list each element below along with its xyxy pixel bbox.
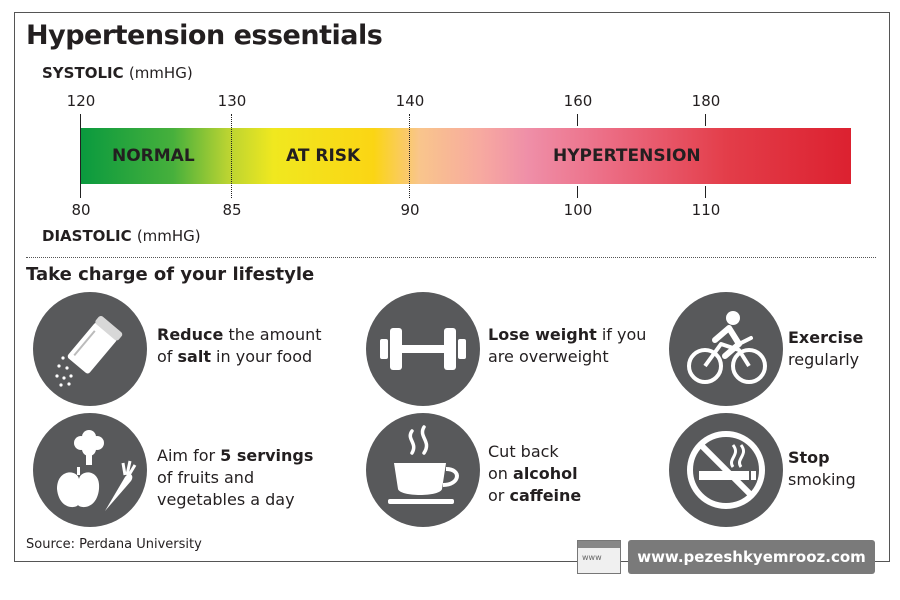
tick-mark-180 xyxy=(705,114,706,126)
tip-fruits-vegetables: Aim for 5 servings of fruits and vegetable… xyxy=(157,446,314,509)
tip-reduce-salt: Reduce the amount of salt in your food xyxy=(157,325,322,366)
tip-cut-back: Cut back on alcohol or caffeine xyxy=(488,442,582,505)
risk-hypertension-divider xyxy=(409,114,410,198)
normal-risk-divider xyxy=(231,114,232,198)
lifestyle-heading: Take charge of your lifestyle xyxy=(26,264,315,285)
salt-shaker-icon xyxy=(33,292,147,406)
tick-mark-100 xyxy=(577,186,578,198)
blood-pressure-gradient-bar xyxy=(81,128,851,184)
cyclist-icon xyxy=(669,292,783,406)
fruits-vegetables-icon xyxy=(33,413,147,527)
website-icon-text: www xyxy=(582,553,602,562)
systolic-tick-180: 180 xyxy=(691,92,721,110)
scale-start-line xyxy=(80,114,81,198)
diastolic-tick-110: 110 xyxy=(691,201,721,219)
diastolic-tick-100: 100 xyxy=(563,201,593,219)
coffee-cup-icon xyxy=(366,413,480,527)
tick-mark-110 xyxy=(705,186,706,198)
systolic-label: SYSTOLIC (mmHG) xyxy=(42,64,193,82)
section-divider xyxy=(26,257,876,258)
zone-at-risk: AT RISK xyxy=(286,146,361,166)
diastolic-tick-90: 90 xyxy=(400,201,420,219)
systolic-tick-140: 140 xyxy=(395,92,425,110)
dumbbell-icon xyxy=(366,292,480,406)
tip-stop-smoking: Stop smoking xyxy=(788,448,856,489)
website-icon: www xyxy=(577,540,621,574)
diastolic-tick-85: 85 xyxy=(222,201,242,219)
watermark-url[interactable]: www.pezeshkyemrooz.com xyxy=(628,540,875,574)
systolic-tick-160: 160 xyxy=(563,92,593,110)
diastolic-tick-80: 80 xyxy=(71,201,91,219)
no-smoking-icon xyxy=(669,413,783,527)
systolic-tick-130: 130 xyxy=(217,92,247,110)
systolic-tick-120: 120 xyxy=(66,92,96,110)
diastolic-label: DIASTOLIC (mmHG) xyxy=(42,227,201,245)
page-title: Hypertension essentials xyxy=(26,20,383,51)
tip-lose-weight: Lose weight if you are overweight xyxy=(488,325,647,366)
tip-exercise: Exercise regularly xyxy=(788,328,864,369)
tick-mark-160 xyxy=(577,114,578,126)
zone-hypertension: HYPERTENSION xyxy=(553,146,701,166)
source-credit: Source: Perdana University xyxy=(26,537,202,552)
zone-normal: NORMAL xyxy=(112,146,195,166)
